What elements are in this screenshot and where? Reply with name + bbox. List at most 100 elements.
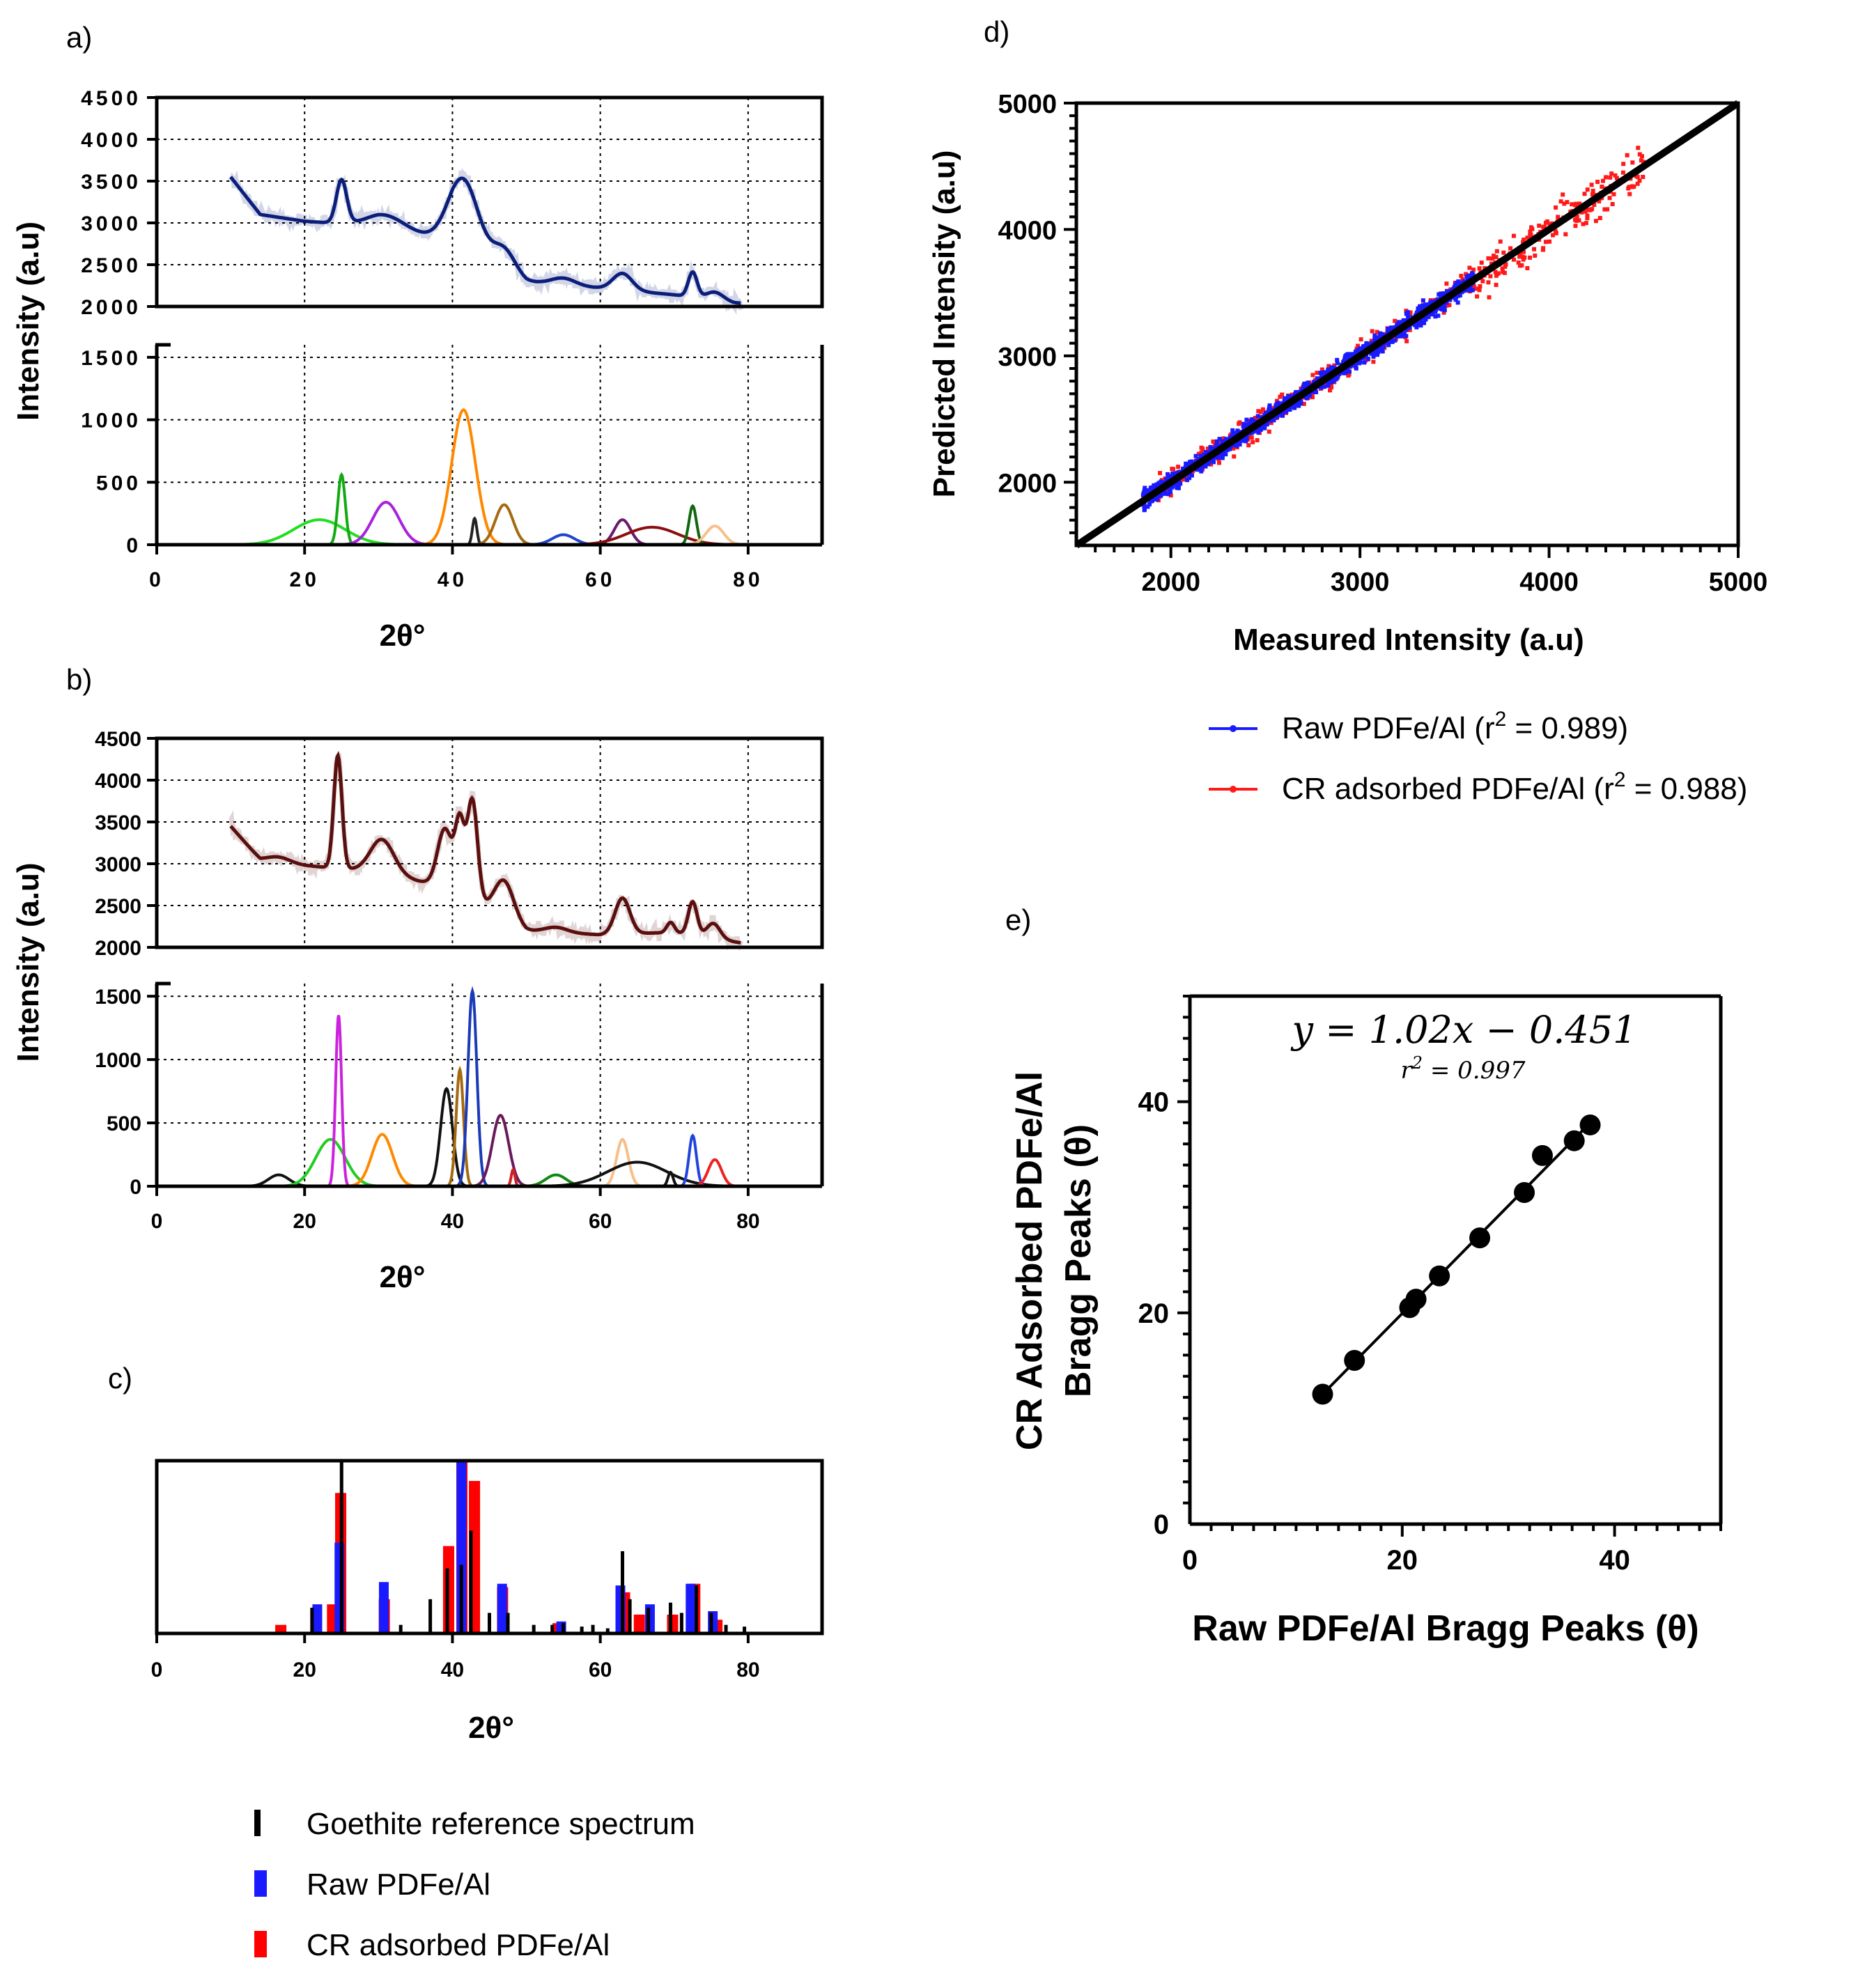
scatter-point-cr [1231,446,1236,451]
legend-label: Raw PDFe/Al [307,1867,490,1902]
x-tick-label: 2000 [1141,568,1200,597]
scatter-point-raw [1163,476,1168,481]
scatter-point-cr [1522,255,1527,260]
legend-label-text: Raw PDFe/Al (r [1282,711,1495,745]
scatter-point-raw [1198,466,1203,471]
scatter-point-cr [1528,233,1533,238]
scatter-point-cr [1375,329,1379,334]
legend-label-text: = 0.989) [1506,711,1628,745]
scatter-point-raw [1278,412,1283,417]
scatter-point-raw [1251,429,1256,434]
scatter-point-cr [1221,436,1226,441]
fitted-peak-curve [444,1065,475,1188]
scatter-point-cr [1562,201,1567,206]
scatter-point-cr [1278,394,1283,399]
y-axis-title-line1: CR Adsorbed PDFe/Al [1009,1071,1050,1450]
bar-raw-pdfe-al [686,1583,696,1633]
panel-label: a) [66,21,92,54]
axis-frame-upper [155,736,824,949]
scatter-point-cr [1529,225,1534,230]
scatter-point-cr [1474,286,1479,291]
bar-raw-pdfe-al [312,1604,323,1633]
scatter-point-raw [1223,437,1228,442]
scatter-point-cr [1625,153,1629,157]
scatter-point-cr [1516,260,1521,265]
scatter-point-raw [1146,488,1151,492]
scatter-point-raw [1371,354,1376,359]
scatter-point-cr [1248,435,1253,440]
scatter-point-raw [1145,491,1149,496]
scatter-point-cr [1590,192,1595,197]
bar-goethite-reference-spectrum [506,1613,510,1633]
scatter-point-raw [1436,313,1441,318]
scatter-point-raw [1267,405,1271,410]
scatter-point-raw [1186,463,1191,467]
scatter-point-raw [1331,378,1336,382]
scatter-point-cr [1554,205,1558,210]
legend-marker [1230,786,1237,793]
scatter-point-cr [1525,235,1530,240]
scatter-point-cr [1511,233,1516,238]
scatter-point-cr [1310,395,1315,400]
scatter-point-raw [1422,320,1427,325]
scatter-point-cr [1408,310,1413,315]
y-tick-label: 3000 [81,212,141,235]
scatter-point-raw [1143,507,1147,512]
scatter-point-raw [1455,300,1460,305]
bar-goethite-reference-spectrum [550,1624,555,1633]
scatter-point-cr [1253,415,1257,420]
scatter-point-raw [1365,357,1370,362]
data-point [1531,1144,1553,1166]
scatter-point-raw [1143,486,1147,490]
scatter-point-raw [1414,325,1419,329]
fitted-peak-curve [679,525,748,546]
scatter-point-raw [1260,426,1265,430]
scatter-point-cr [1635,181,1640,186]
y-tick-label: 4000 [81,129,141,152]
scatter-point-raw [1325,370,1330,375]
scatter-point-cr [1528,235,1533,240]
scatter-point-cr [1577,201,1582,206]
scatter-point-raw [1193,453,1198,458]
scatter-point-cr [1597,216,1602,221]
scatter-point-raw [1375,336,1379,341]
x-tick-label: 40 [438,568,467,591]
x-tick-label: 20 [1387,1545,1418,1576]
scatter-point-cr [1556,215,1561,219]
panel-c-bragg-peak-bars: c) 0 20 40 60 80 2θ° Goethite reference spectru… [108,1362,824,1962]
scatter-point-raw [1306,383,1310,388]
scatter-point-raw [1418,304,1423,309]
scatter-point-raw [1216,455,1221,460]
scatter-point-cr [1260,407,1265,412]
scatter-point-raw [1329,365,1334,370]
scatter-point-raw [1386,343,1391,348]
scatter-point-raw [1388,337,1393,342]
scatter-point-raw [1169,485,1174,490]
y-tick-label: 4000 [998,216,1057,245]
scatter-point-cr [1310,373,1315,378]
raw-data-noise [228,168,743,315]
bar-goethite-reference-spectrum [668,1602,672,1633]
scatter-point-raw [1395,322,1400,327]
scatter-point-raw [1244,439,1248,444]
scatter-point-cr [1607,196,1612,201]
scatter-point-raw [1437,292,1441,297]
data-point [1429,1265,1450,1287]
scatter-point-cr [1543,240,1548,244]
scatter-point-raw [1301,385,1306,390]
scatter-point-cr [1590,189,1595,194]
scatter-point-cr [1585,213,1590,218]
bar-raw-pdfe-al [456,1462,467,1633]
x-tick-label: 40 [1599,1545,1630,1576]
scatter-point-raw [1145,504,1150,509]
legend-label: Goethite reference spectrum [307,1807,695,1841]
fitted-peak-curve [341,1133,424,1188]
scatter-point-cr [1511,257,1516,262]
scatter-point-cr [1370,329,1375,334]
scatter-point-raw [1217,437,1222,442]
scatter-point-raw [1345,352,1349,357]
scatter-point-cr [1547,239,1552,244]
scatter-point-raw [1171,474,1176,479]
scatter-point-cr [1601,178,1606,183]
